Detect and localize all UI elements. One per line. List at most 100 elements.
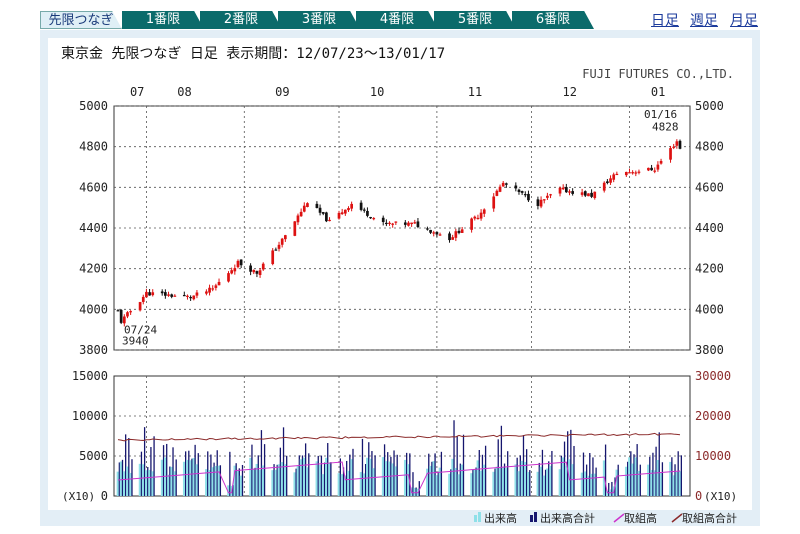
volume-bar xyxy=(148,469,151,496)
legend-swatch xyxy=(530,515,533,522)
volume-bar xyxy=(208,470,211,496)
candle-body xyxy=(173,295,177,297)
volume-right-unit: (X10) xyxy=(704,490,737,503)
volume-bar xyxy=(561,457,565,496)
candle-body xyxy=(151,292,155,296)
link-weekly[interactable]: 週足 xyxy=(690,13,718,29)
volume-bar xyxy=(205,469,208,496)
volume-bar xyxy=(429,465,432,496)
candle-body xyxy=(217,281,221,286)
volume-bar xyxy=(321,474,325,496)
volume-bar xyxy=(564,465,568,496)
candle-body xyxy=(460,229,464,233)
candle-body xyxy=(536,199,540,206)
tab-5[interactable]: 5番限 xyxy=(434,11,516,29)
candle-body xyxy=(659,160,663,164)
candle-body xyxy=(631,172,634,174)
volume-bar xyxy=(283,464,287,496)
volume-bar xyxy=(495,466,499,496)
legend-label: 出来高合計 xyxy=(540,511,595,525)
candle-body xyxy=(438,234,442,236)
candle-body xyxy=(369,217,372,219)
candle-body xyxy=(186,295,189,297)
volume-bar xyxy=(517,471,521,496)
candle-body xyxy=(571,191,575,194)
candle-body xyxy=(299,211,303,217)
candle-body xyxy=(160,291,164,294)
price-ytick-right: 3800 xyxy=(695,343,724,357)
candle-body xyxy=(385,222,388,225)
tab-2[interactable]: 2番限 xyxy=(200,11,282,29)
volume-ytick-right: 10000 xyxy=(695,449,731,463)
candle-body xyxy=(476,217,480,220)
volume-bar xyxy=(634,457,638,496)
link-daily[interactable]: 日足 xyxy=(651,13,679,29)
volume-bar xyxy=(167,474,170,496)
annotation-high-value: 4828 xyxy=(652,120,679,133)
candle-body xyxy=(249,265,252,272)
candle-body xyxy=(192,295,196,300)
volume-bar xyxy=(211,467,215,496)
volume-bar xyxy=(318,464,322,496)
volume-bar xyxy=(438,467,442,496)
candle-body xyxy=(274,249,278,251)
candle-body xyxy=(435,231,439,235)
chart-frame xyxy=(48,38,752,510)
volume-bar xyxy=(501,466,505,496)
volume-bar xyxy=(549,465,552,496)
candle-body xyxy=(328,219,331,222)
candle-body xyxy=(122,316,126,324)
candle-body xyxy=(549,194,552,196)
tab-4[interactable]: 4番限 xyxy=(356,11,438,29)
volume-bar xyxy=(520,460,524,496)
candle-body xyxy=(394,221,398,223)
volume-bar xyxy=(350,459,353,496)
candle-body xyxy=(413,222,417,224)
candle-body xyxy=(280,238,284,245)
tab-6[interactable]: 6番限 xyxy=(512,11,594,29)
volume-bar xyxy=(539,466,543,496)
candle-body xyxy=(302,205,306,212)
candle-body xyxy=(164,292,167,296)
volume-bar xyxy=(593,473,597,496)
tab-0[interactable]: 先限つなぎ xyxy=(40,11,122,29)
volume-bar xyxy=(637,470,641,496)
volume-bar xyxy=(164,457,167,496)
volume-bar xyxy=(214,465,218,496)
volume-bar xyxy=(615,469,619,496)
volume-bar xyxy=(227,485,230,496)
volume-bar xyxy=(315,461,319,496)
volume-bar xyxy=(258,469,262,496)
annotation-low-date: 07/24 xyxy=(124,324,157,337)
candle-body xyxy=(325,212,328,222)
candle-body xyxy=(347,208,350,211)
volume-bar xyxy=(650,470,653,496)
candle-body xyxy=(350,203,353,209)
legend-swatch xyxy=(474,515,477,522)
volume-ytick-left: 15000 xyxy=(72,369,108,383)
volume-bar xyxy=(631,463,634,496)
volume-bar xyxy=(337,473,341,496)
price-ytick-right: 4800 xyxy=(695,140,724,154)
candle-body xyxy=(451,237,455,240)
candle-body xyxy=(615,173,619,176)
candle-body xyxy=(561,187,565,190)
volume-plot-frame xyxy=(113,375,691,497)
candle-body xyxy=(141,296,145,302)
volume-bar xyxy=(583,471,587,496)
volume-bar xyxy=(448,473,451,496)
legend-label: 取組高 xyxy=(624,511,657,525)
volume-bar xyxy=(182,461,186,496)
volume-bar xyxy=(189,460,192,496)
legend-swatch xyxy=(613,513,625,523)
volume-bar xyxy=(391,463,395,496)
candle-body xyxy=(587,193,590,197)
candle-body xyxy=(366,210,369,216)
volume-bar xyxy=(498,467,502,496)
month-label: 01 xyxy=(651,85,665,99)
tab-1[interactable]: 1番限 xyxy=(122,11,204,29)
volume-bar xyxy=(249,457,252,496)
link-monthly[interactable]: 月足 xyxy=(730,13,758,29)
tab-3[interactable]: 3番限 xyxy=(278,11,360,29)
